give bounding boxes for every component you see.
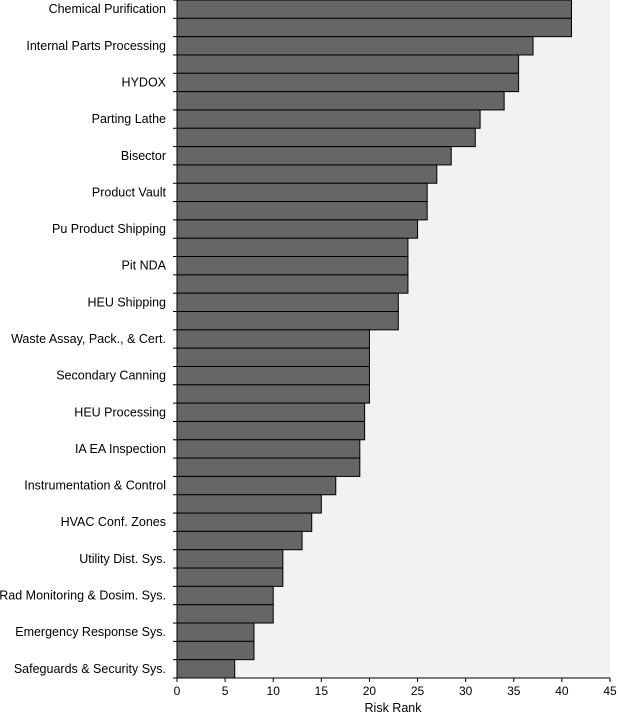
category-label: Emergency Response Sys. [15, 625, 166, 639]
category-label: Chemical Purification [49, 2, 166, 16]
bar [176, 439, 361, 459]
bar [176, 567, 284, 587]
bar [176, 365, 370, 386]
bar [176, 622, 255, 642]
bar [176, 384, 370, 404]
bar [176, 72, 520, 93]
bar [176, 420, 366, 441]
bar [176, 585, 274, 606]
bar [176, 512, 313, 532]
bar [176, 127, 476, 148]
bar [176, 402, 366, 422]
bar [176, 475, 337, 496]
bar [176, 256, 409, 276]
category-label: Waste Assay, Pack., & Cert. [11, 332, 166, 346]
bar [176, 640, 255, 661]
bar [176, 164, 438, 184]
bar [176, 604, 274, 624]
x-tick-label: 5 [222, 684, 229, 698]
bar [176, 292, 399, 313]
bar [176, 91, 505, 111]
y-ticks [173, 0, 177, 679]
x-tick-label: 0 [174, 684, 181, 698]
bar [176, 54, 520, 74]
category-label: Instrumentation & Control [24, 479, 166, 493]
bar [176, 311, 399, 331]
category-label: Pit NDA [122, 259, 167, 273]
bars-group [176, 0, 573, 679]
bar [176, 0, 573, 19]
bar [176, 109, 481, 129]
category-label: Bisector [121, 149, 166, 163]
x-ticks: 0 5 10 15 20 25 30 35 40 45 [174, 678, 617, 698]
bar [176, 17, 573, 38]
category-label: Internal Parts Processing [26, 39, 166, 53]
x-tick-label: 25 [411, 684, 425, 698]
x-tick-label: 30 [459, 684, 473, 698]
category-label: HEU Processing [74, 405, 166, 419]
category-label: Rad Monitoring & Dosim. Sys. [0, 589, 166, 603]
category-label: Product Vault [92, 185, 167, 199]
bar [176, 457, 361, 477]
bar [176, 146, 452, 166]
category-labels: Chemical Purification Internal Parts Proc… [0, 2, 167, 676]
category-label: HEU Shipping [87, 295, 166, 309]
bar [176, 201, 428, 221]
bar [176, 659, 236, 679]
bar [176, 274, 409, 294]
bar [176, 237, 409, 258]
bar [176, 494, 322, 514]
bar [176, 182, 428, 203]
category-label: Safeguards & Security Sys. [14, 662, 166, 676]
bar [176, 530, 303, 551]
category-label: Parting Lathe [92, 112, 166, 126]
bar [176, 36, 534, 56]
bar [176, 329, 370, 349]
bar [176, 549, 284, 569]
category-label: IA EA Inspection [75, 442, 166, 456]
category-label: Secondary Canning [56, 369, 166, 383]
x-tick-label: 15 [315, 684, 329, 698]
category-label: Pu Product Shipping [52, 222, 166, 236]
x-axis-title: Risk Rank [365, 701, 423, 714]
bar [176, 219, 419, 239]
category-label: HVAC Conf. Zones [61, 515, 166, 529]
bar [176, 347, 370, 367]
x-tick-label: 10 [267, 684, 281, 698]
category-label: HYDOX [122, 75, 167, 89]
x-tick-label: 35 [507, 684, 521, 698]
x-tick-label: 20 [363, 684, 377, 698]
x-tick-label: 45 [603, 684, 617, 698]
x-tick-label: 40 [555, 684, 569, 698]
category-label: Utility Dist. Sys. [79, 552, 166, 566]
